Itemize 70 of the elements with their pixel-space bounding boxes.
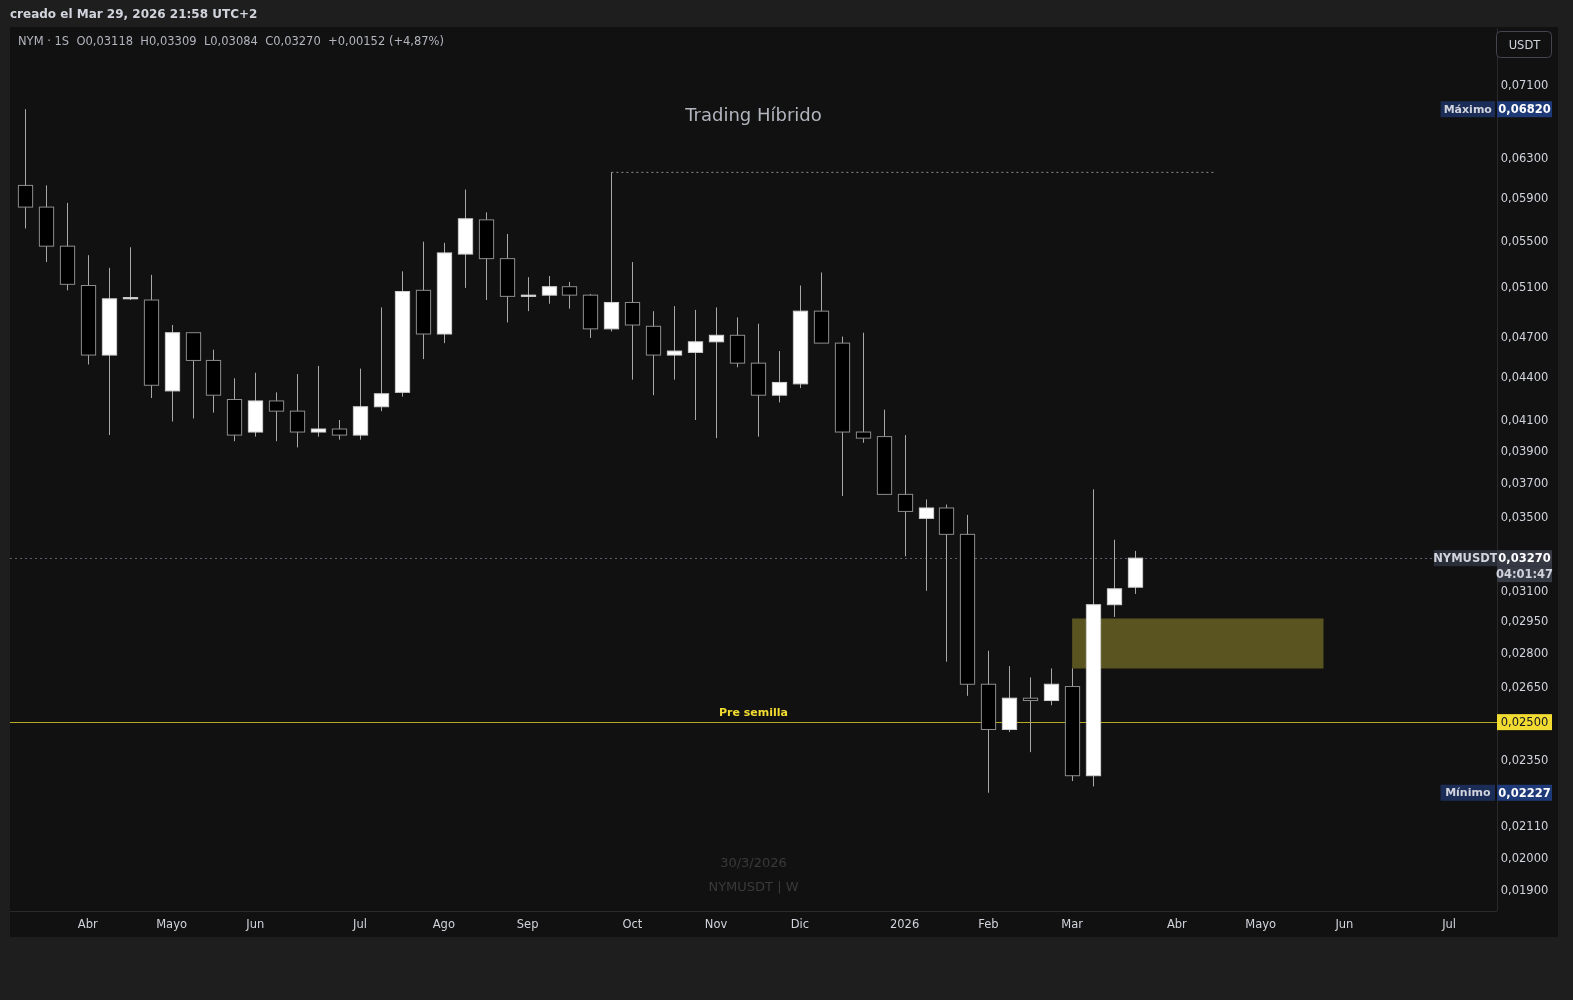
candlestick <box>1106 539 1123 618</box>
candlestick <box>918 498 935 592</box>
x-tick-label: Mar <box>1061 917 1084 931</box>
y-tick-label: 0,06300 <box>1500 150 1549 165</box>
x-tick-label: Feb <box>978 917 999 931</box>
candlestick <box>855 332 872 444</box>
y-tick-label: 0,05900 <box>1500 190 1549 205</box>
text: Trading Híbrido <box>684 103 822 125</box>
y-tick-label: 0,03900 <box>1500 443 1549 458</box>
candlestick <box>666 305 683 381</box>
y-tick-label: 0,06820 <box>1498 102 1551 117</box>
candlestick <box>624 261 641 381</box>
x-tick-label: Jun <box>1334 917 1354 931</box>
candlestick <box>897 434 914 557</box>
x-tick-label: Ago <box>432 917 455 931</box>
currency-button: USDT <box>1496 31 1552 58</box>
ref-line-label: NYMUSDT <box>1433 551 1498 566</box>
x-tick-label: Nov <box>704 917 728 931</box>
candlestick <box>1043 667 1060 706</box>
y-tick-label: 0,07100 <box>1500 77 1549 92</box>
y-tick-label: 0,02950 <box>1500 614 1549 629</box>
ref-line-label: Pre semilla <box>719 706 788 720</box>
x-tick-label: Jul <box>352 917 367 931</box>
candlestick <box>520 276 537 312</box>
candlestick <box>708 306 725 439</box>
annotation: NYM · 1S O0,03118 H0,03309 L0,03084 C0,03270 +0,00152 (+4,87%) <box>18 34 445 48</box>
annotation: Máximo <box>1443 102 1493 116</box>
candlestick <box>687 309 704 421</box>
y-tick-label: 0,04100 <box>1500 413 1549 427</box>
x-tick-label: Oct <box>622 917 643 931</box>
x-tick-label: 2026 <box>889 917 920 931</box>
candlestick <box>17 108 34 229</box>
x-tick-label: Jul <box>1441 917 1457 931</box>
x-tick-label: Mayo <box>156 917 187 931</box>
candlestick <box>373 306 390 412</box>
x-tick-label: Dic <box>790 917 810 931</box>
y-tick-label: 0,04700 <box>1500 329 1549 344</box>
x-tick-label: Sep <box>516 917 539 931</box>
y-tick-label: 0,01900 <box>1500 882 1549 897</box>
y-tick-label: 0,03270 <box>1498 551 1551 566</box>
y-tick-label: 0,02110 <box>1500 818 1549 833</box>
y-tick-label: 0,03100 <box>1500 583 1549 598</box>
candlestick <box>268 391 285 442</box>
y-tick-label: 0,02500 <box>1500 715 1549 730</box>
candlestick <box>331 419 348 441</box>
text: creado el Mar 29, 2026 21:58 UTC+2 <box>10 7 258 21</box>
y-tick-label: 0,03500 <box>1500 509 1549 524</box>
candlestick <box>771 350 788 403</box>
candlestick <box>122 246 139 301</box>
candlestick <box>561 281 578 310</box>
x-tick-label: Mayo <box>1245 917 1277 931</box>
annotation: Mínimo <box>1445 786 1491 800</box>
y-axis-title: USDT <box>1508 37 1542 52</box>
y-tick-label: 0,02800 <box>1500 645 1549 660</box>
x-tick-label: Abr <box>77 917 98 931</box>
candlestick <box>310 365 327 438</box>
candlestick <box>1022 676 1039 753</box>
y-tick-label: 0,02350 <box>1500 752 1549 767</box>
x-tick-label: Jun <box>245 917 265 931</box>
y-tick-label: 0,02227 <box>1498 785 1551 800</box>
y-tick-label: 0,05500 <box>1500 233 1549 248</box>
y-tick-label: 0,04400 <box>1500 369 1549 384</box>
x-tick-label: Abr <box>1166 917 1188 931</box>
annotation: 04:01:47 <box>1495 567 1554 582</box>
candlestick <box>541 275 558 305</box>
y-tick-label: 0,05100 <box>1500 279 1549 294</box>
y-tick-label: 0,02650 <box>1500 679 1549 694</box>
y-tick-label: 0,03700 <box>1500 475 1549 490</box>
candlestick <box>289 373 306 448</box>
y-tick-label: 0,02000 <box>1500 851 1549 866</box>
